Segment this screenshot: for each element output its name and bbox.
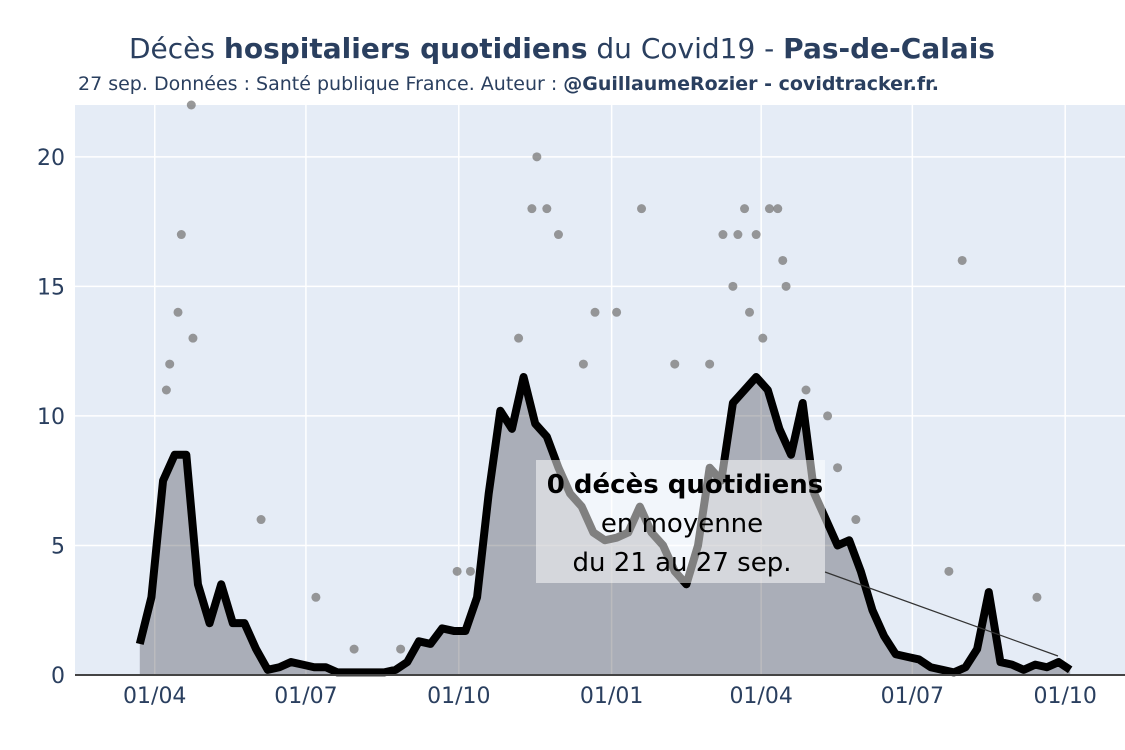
x-tick-label: 01/07 [881, 684, 944, 709]
x-tick-label: 01/10 [1033, 684, 1096, 709]
data-point [173, 307, 183, 317]
data-point [553, 230, 563, 240]
title-part: hospitaliers quotidiens [224, 32, 588, 65]
data-point [532, 152, 542, 162]
data-point [514, 333, 524, 343]
data-point [823, 411, 833, 421]
subtitle-part: @GuillaumeRozier - covidtracker.fr. [563, 73, 939, 95]
data-point [764, 204, 774, 214]
y-tick-label: 5 [51, 534, 65, 559]
area [139, 377, 1071, 675]
x-tick-label: 01/04 [123, 684, 186, 709]
data-point [758, 333, 768, 343]
y-tick-label: 10 [37, 405, 65, 430]
data-point [256, 515, 266, 525]
x-tick-label: 01/10 [427, 684, 490, 709]
subtitle: 27 sep. Données : Santé publique France.… [78, 73, 939, 95]
data-point [188, 333, 198, 343]
axes: 0 5 10 15 20 01/04 01/07 01/10 01/01 01/04 01/07 01… [37, 146, 1125, 709]
data-point [705, 359, 715, 369]
annotation-arrow [824, 571, 1059, 657]
x-tick-label: 01/01 [580, 684, 643, 709]
data-point [773, 204, 783, 214]
data-point [161, 385, 171, 395]
data-point [740, 204, 750, 214]
y-tick-label: 20 [37, 146, 65, 171]
data-point [833, 463, 843, 473]
title-part: Pas-de-Calais [783, 32, 995, 65]
annotation-text: en moyenne [601, 509, 763, 539]
data-point [801, 385, 811, 395]
data-point [590, 307, 600, 317]
data-point [751, 230, 761, 240]
data-point [527, 204, 537, 214]
data-point [957, 255, 967, 265]
data-point [1032, 592, 1042, 602]
subtitle-part: 27 sep. Données : Santé publique France.… [78, 73, 563, 95]
y-tick-label: 15 [37, 275, 65, 300]
data-point [781, 281, 791, 291]
title-part: du Covid19 - [588, 32, 784, 65]
data-point [452, 566, 462, 576]
data-point [165, 359, 175, 369]
chart-title: Décès hospitaliers quotidiens du Covid19… [129, 32, 995, 65]
data-point [311, 592, 321, 602]
annotation-box [536, 460, 825, 583]
y-tick-label: 0 [51, 664, 65, 689]
data-point [733, 230, 743, 240]
data-point [778, 255, 788, 265]
annotation-text: du 21 au 27 sep. [573, 548, 792, 578]
title-part: Décès [129, 32, 224, 65]
data-point [396, 644, 406, 654]
data-point [745, 307, 755, 317]
data-point [728, 281, 738, 291]
data-point [612, 307, 622, 317]
data-point [944, 566, 954, 576]
data-point [349, 644, 359, 654]
data-point [176, 230, 186, 240]
data-point [465, 566, 475, 576]
x-tick-label: 01/04 [729, 684, 792, 709]
data-point [542, 204, 552, 214]
data-point [851, 515, 861, 525]
annotation-text: 0 décès quotidiens [547, 470, 823, 500]
data-point [578, 359, 588, 369]
data-point [637, 204, 647, 214]
x-tick-label: 01/07 [274, 684, 337, 709]
data-point [670, 359, 680, 369]
data-point [718, 230, 728, 240]
data-point [186, 100, 196, 110]
